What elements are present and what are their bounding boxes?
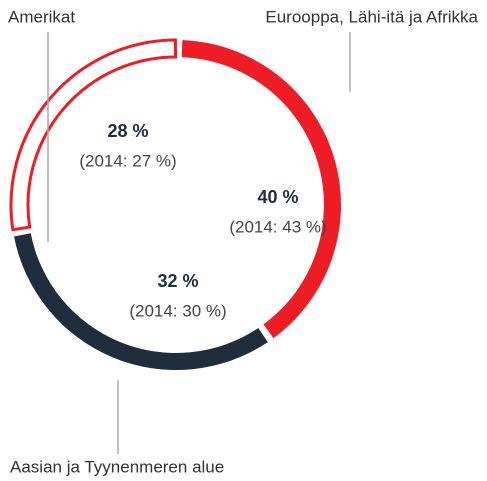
donut-segment — [181, 40, 341, 339]
donut-segment — [14, 233, 268, 370]
category-label: Amerikat — [8, 7, 75, 26]
sub-label: (2014: 30 %) — [129, 301, 226, 320]
value-label: 32 % — [157, 271, 198, 291]
donut-segment — [9, 38, 177, 232]
sub-label: (2014: 43 %) — [229, 217, 326, 236]
sub-label: (2014: 27 %) — [79, 151, 176, 170]
value-label: 28 % — [107, 121, 148, 141]
category-label: Aasian ja Tyynenmeren alue — [10, 457, 224, 476]
category-label: Eurooppa, Lähi-itä ja Afrikka — [265, 7, 478, 26]
value-label: 40 % — [257, 187, 298, 207]
